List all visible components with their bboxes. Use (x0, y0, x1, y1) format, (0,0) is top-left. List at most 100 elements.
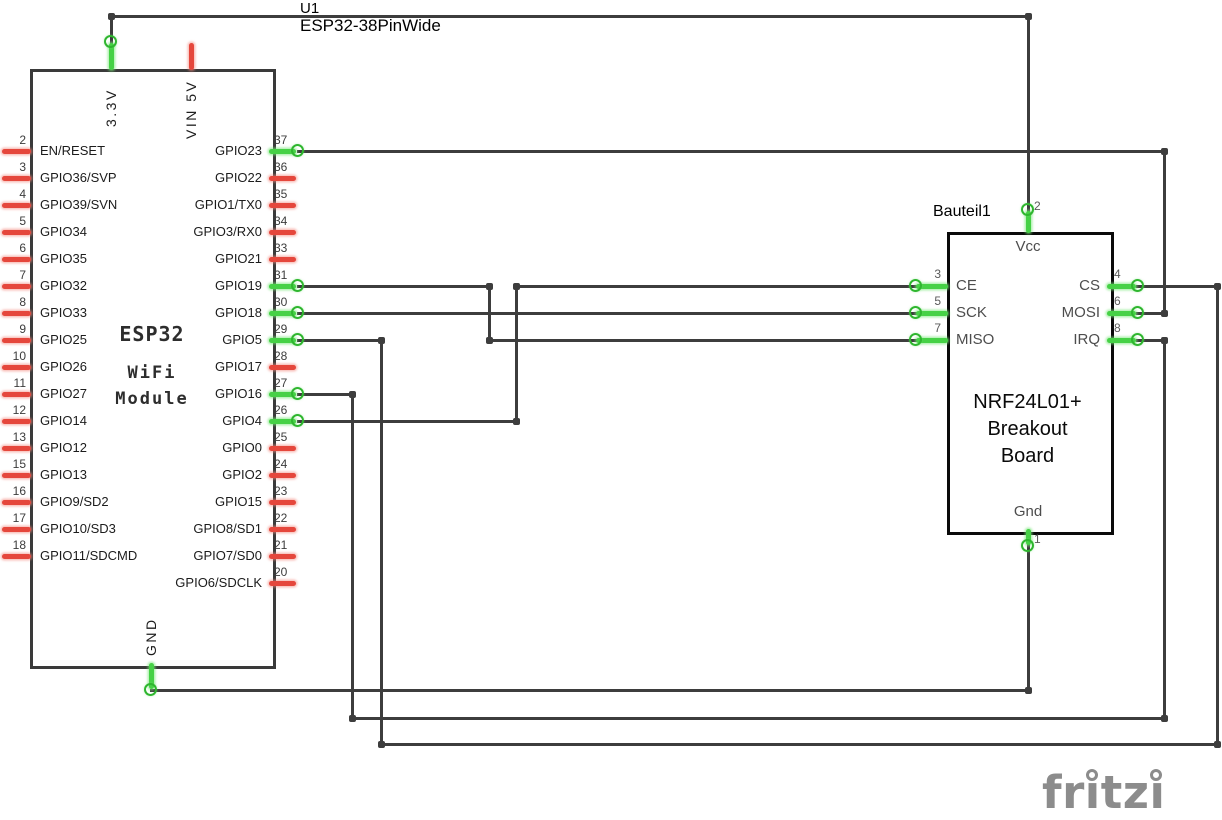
nrf-pin-7-label: MISO (956, 331, 995, 348)
wire-gpio16-to-irq-seg3 (1162, 338, 1166, 720)
wire-3v3-to-vcc-bend1 (107, 12, 115, 20)
esp32-pin-27-terminal (291, 387, 304, 400)
esp32-pin-33-leg (269, 256, 296, 262)
nrf-pin-4-label: CS (1079, 277, 1100, 294)
nrf-pin-3-leg (916, 283, 948, 289)
esp32-pin-24-number: 24 (274, 457, 288, 471)
esp32-pin-9-label: GPIO25 (40, 332, 87, 347)
nrf-pin-5-label: SCK (956, 304, 987, 321)
nrf-pin-6-number: 6 (1114, 294, 1121, 308)
nrf-pin-7-leg (916, 337, 948, 343)
wire-gpio16-to-irq-seg2 (350, 716, 1166, 720)
esp32-pin-22-number: 22 (274, 511, 288, 525)
esp32-pin-28-number: 28 (274, 349, 288, 363)
esp32-pin-30-number: 30 (274, 295, 288, 309)
esp32-pin-15-number: 15 (12, 457, 26, 471)
esp32-pin-24-leg (269, 472, 296, 478)
esp32-pin-37-label: GPIO23 (215, 143, 262, 158)
esp32-pin-37-number: 37 (274, 133, 288, 147)
nrf-pin-7-terminal (908, 333, 922, 346)
nrf-pin-1-label: Gnd (1013, 503, 1043, 520)
esp32-pin-GND-terminal (144, 683, 157, 696)
fritzing-logo: frıtzıng (1042, 766, 1166, 820)
esp32-pin-3.3V-label: 3.3V (103, 88, 119, 127)
esp32-pin-34-leg (269, 229, 296, 235)
wire-gpio5-to-cs-bend1 (377, 336, 385, 344)
esp32-pin-31-leg (269, 283, 296, 289)
nrf-pin-5-leg (916, 310, 948, 316)
esp32-pin-7-label: GPIO32 (40, 278, 87, 293)
esp32-designator: U1 (300, 0, 320, 17)
esp32-pin-GND-label: GND (143, 617, 159, 656)
esp32-pin-29-terminal (291, 333, 304, 346)
wire-gpio19-to-miso-seg2 (487, 338, 917, 342)
esp32-pin-5-leg (2, 229, 31, 235)
nrf-pin-3-number: 3 (934, 267, 941, 281)
esp32-pin-28-label: GPIO17 (215, 359, 262, 374)
wire-gpio23-to-mosi-bend2 (1160, 309, 1168, 317)
esp32-pin-17-leg (2, 526, 31, 532)
wire-gpio5-to-cs-bend4 (1213, 282, 1221, 290)
wire-gpio19-to-miso-seg0 (296, 284, 491, 288)
wire-gpio5-to-cs-seg2 (379, 742, 1219, 746)
nrf-pin-2-leg (1025, 211, 1031, 233)
esp32-pin-31-label: GPIO19 (215, 278, 262, 293)
esp32-pin-8-label: GPIO33 (40, 305, 87, 320)
wire-gpio5-to-cs-seg1 (379, 338, 383, 746)
esp32-pin-16-label: GPIO9/SD2 (40, 494, 109, 509)
esp32-pin-20-number: 20 (274, 565, 288, 579)
nrf-designator: Bauteil1 (933, 203, 991, 220)
nrf-pin-8-label: IRQ (1073, 331, 1100, 348)
esp32-chip-subtitle2: Module (115, 389, 189, 409)
esp32-pin-33-label: GPIO21 (215, 251, 262, 266)
esp32-pin-3.3V-terminal (104, 35, 117, 48)
esp32-pin-11-label: GPIO27 (40, 386, 87, 401)
esp32-pin-23-number: 23 (274, 484, 288, 498)
wire-gnd-to-gnd-bend1 (1024, 686, 1032, 694)
wire-gpio16-to-irq-bend3 (1160, 714, 1168, 722)
esp32-pin-7-number: 7 (19, 268, 26, 282)
esp32-pin-VIN 5V-leg (188, 43, 194, 70)
wire-3v3-to-vcc-seg2 (1026, 14, 1030, 212)
esp32-pin-29-leg (269, 337, 296, 343)
esp32-pin-13-number: 13 (12, 430, 26, 444)
nrf-pin-3-label: CE (956, 277, 977, 294)
esp32-pin-16-number: 16 (12, 484, 26, 498)
nrf-pin-6-label: MOSI (1061, 304, 1100, 321)
esp32-pin-26-terminal (291, 414, 304, 427)
esp32-pin-8-leg (2, 310, 31, 316)
esp32-pin-15-label: GPIO13 (40, 467, 87, 482)
esp32-pin-36-label: GPIO22 (215, 170, 262, 185)
nrf-pin-4-leg (1107, 283, 1136, 289)
wire-gpio5-to-cs-seg4 (1135, 284, 1219, 288)
esp32-pin-3-leg (2, 175, 31, 181)
logo-i-with-ring: ı (1149, 766, 1166, 819)
nrf-pin-4-number: 4 (1114, 267, 1121, 281)
esp32-pin-5-number: 5 (19, 214, 26, 228)
esp32-pin-2-label: EN/RESET (40, 143, 106, 158)
esp32-pin-30-leg (269, 310, 296, 316)
esp32-pin-30-terminal (291, 306, 304, 319)
esp32-pin-21-number: 21 (274, 538, 288, 552)
esp32-pin-29-label: GPIO5 (222, 332, 262, 347)
esp32-part-name: ESP32-38PinWide (300, 16, 441, 35)
esp32-pin-17-label: GPIO10/SD3 (40, 521, 116, 536)
esp32-pin-12-leg (2, 418, 31, 424)
esp32-pin-4-leg (2, 202, 31, 208)
esp32-pin-31-terminal (291, 279, 304, 292)
wire-3v3-to-vcc-seg1 (109, 14, 1030, 18)
esp32-chip-subtitle1: WiFi (127, 363, 177, 383)
nrf-pin-2-number: 2 (1034, 199, 1041, 213)
wire-gpio4-to-ce-bend1 (512, 417, 520, 425)
wire-3v3-to-vcc-bend2 (1024, 12, 1032, 20)
wire-gpio4-to-ce-seg1 (514, 284, 518, 423)
wire-gpio5-to-cs-seg3 (1215, 284, 1219, 746)
esp32-pin-36-leg (269, 175, 296, 181)
nrf-pin-6-leg (1107, 310, 1136, 316)
esp32-pin-21-leg (269, 553, 296, 559)
wire-gpio5-to-cs-bend2 (377, 740, 385, 748)
nrf-pin-8-leg (1107, 337, 1136, 343)
wire-gpio4-to-ce-seg2 (514, 284, 917, 288)
wire-gpio18-to-sck-seg0 (296, 311, 917, 315)
